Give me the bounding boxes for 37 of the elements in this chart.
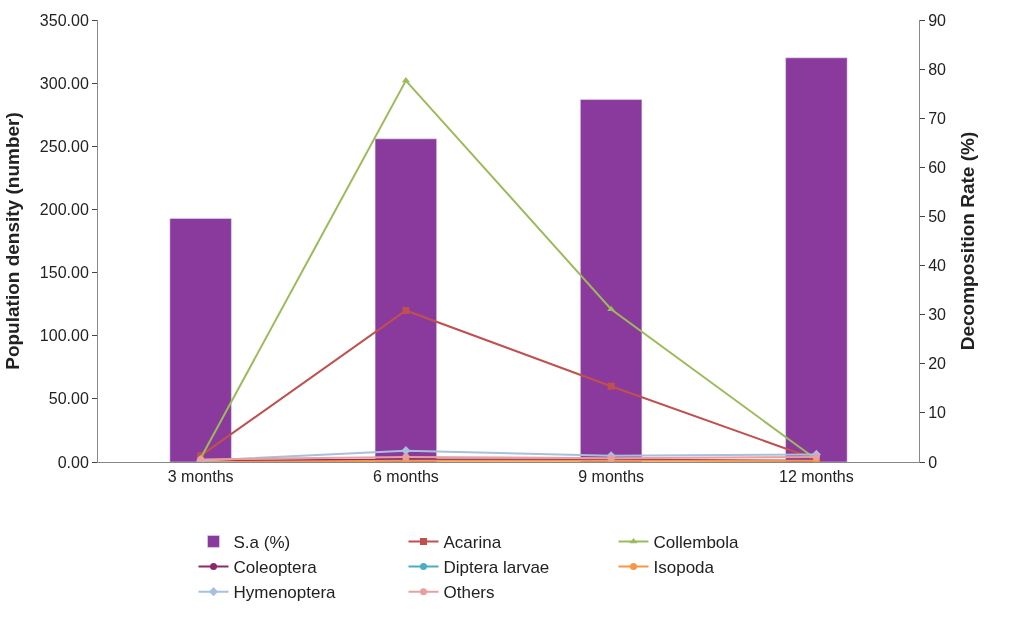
legend-label: Diptera larvae <box>443 558 550 578</box>
legend-label: S.a (%) <box>233 533 291 553</box>
x-tick-label: 12 months <box>779 468 854 486</box>
legend-label: Collembola <box>653 533 740 553</box>
y2-tick-label: 70 <box>928 109 947 127</box>
y-tick-label: 50.00 <box>48 390 89 408</box>
bar <box>785 57 848 462</box>
y2-tick-label: 50 <box>928 208 947 226</box>
legend-label: Hymenoptera <box>233 583 337 603</box>
y-axis-title: Population density (number) <box>1 112 23 370</box>
y-tick-label: 350.00 <box>39 11 89 29</box>
y2-tick-label: 30 <box>928 306 947 324</box>
y2-tick-label: 20 <box>928 355 947 373</box>
y2-tick-label: 90 <box>928 11 947 29</box>
x-tick-label: 9 months <box>578 468 645 486</box>
legend-label: Coleoptera <box>233 558 318 578</box>
bar <box>374 138 437 462</box>
y-tick-label: 100.00 <box>39 327 89 345</box>
y2-tick-label: 60 <box>928 158 947 176</box>
y2-axis-title: Decomposition Rate (%) <box>956 131 978 351</box>
y-tick-label: 150.00 <box>39 264 89 282</box>
point <box>607 382 615 390</box>
y2-tick-label: 80 <box>928 60 947 78</box>
y-tick-label: 200.00 <box>39 201 89 219</box>
legend-label: Acarina <box>443 533 502 553</box>
legend-label: Others <box>443 583 495 603</box>
y-tick-label: 300.00 <box>39 74 89 92</box>
y2-tick-label: 10 <box>928 404 947 422</box>
x-tick-label: 6 months <box>372 468 439 486</box>
y-tick-label: 0.00 <box>57 453 89 471</box>
y2-tick-label: 0 <box>928 453 938 471</box>
y2-tick-label: 40 <box>928 257 947 275</box>
y-tick-label: 250.00 <box>39 137 89 155</box>
point <box>402 306 410 314</box>
bar <box>169 218 232 462</box>
x-tick-label: 3 months <box>167 468 234 486</box>
legend-label: Isopoda <box>653 558 715 578</box>
